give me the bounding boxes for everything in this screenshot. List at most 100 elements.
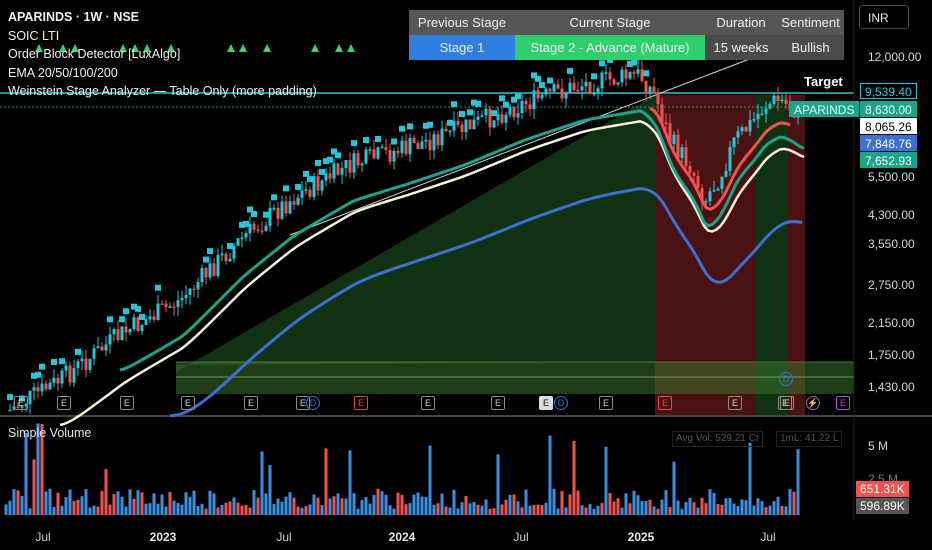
value-duration: 15 weeks: [705, 35, 777, 60]
order-block-triangle: [167, 44, 175, 52]
event-marker[interactable]: D: [306, 396, 320, 410]
price-candle: [176, 290, 180, 316]
volume-bar: [764, 507, 768, 515]
volume-bar: [636, 495, 640, 515]
event-marker[interactable]: E: [421, 396, 435, 410]
indicator-weinstein[interactable]: Weinstein Stage Analyzer — Table Only (m…: [8, 84, 317, 98]
price-candle: [780, 94, 784, 104]
volume-bar: [264, 493, 268, 515]
volume-bar: [556, 508, 560, 515]
price-candle: [632, 69, 636, 80]
price-candle: [540, 92, 544, 101]
indicator-order-block[interactable]: Order Block Detector [LuxAlgo]: [8, 47, 181, 61]
price-candle: [456, 111, 460, 128]
indicator-ema[interactable]: EMA 20/50/100/200: [8, 65, 118, 80]
price-candle: [284, 195, 288, 217]
price-candle: [708, 187, 712, 206]
volume-bar: [444, 506, 448, 515]
event-marker[interactable]: E: [780, 396, 794, 410]
volume-bar: [60, 505, 64, 515]
price-candle: [508, 104, 512, 118]
price-candle: [488, 105, 492, 137]
volume-bar: [652, 506, 656, 515]
price-candle: [396, 146, 400, 158]
volume-bar: [396, 492, 400, 515]
event-marker[interactable]: E: [181, 396, 195, 410]
price-candle: [412, 135, 416, 144]
event-marker[interactable]: E: [244, 396, 258, 410]
signal-marker: [307, 176, 313, 183]
order-block-triangle: [71, 44, 79, 52]
event-marker[interactable]: D: [554, 396, 568, 410]
event-marker[interactable]: E: [539, 396, 553, 410]
price-candle: [636, 59, 640, 78]
price-candle: [744, 125, 748, 132]
price-candle: [664, 113, 668, 130]
event-marker[interactable]: E: [120, 396, 134, 410]
signal-marker: [35, 371, 41, 378]
event-marker[interactable]: E: [599, 396, 613, 410]
indicator-soic[interactable]: SOIC LTI: [8, 28, 60, 43]
symbol-line[interactable]: APARINDS · 1W · NSE: [8, 10, 140, 24]
volume-bar: [284, 496, 288, 515]
price-candle: [232, 243, 236, 263]
price-candle: [428, 131, 432, 160]
price-candle: [156, 294, 160, 321]
volume-bar: [92, 505, 96, 515]
signal-marker: [447, 119, 453, 126]
price-candle: [136, 315, 140, 333]
volume-bar: [288, 492, 292, 515]
event-marker[interactable]: E: [658, 396, 672, 410]
event-marker[interactable]: E: [57, 396, 71, 410]
price-candle: [776, 86, 780, 111]
volume-bar: [656, 508, 660, 515]
event-marker[interactable]: E: [14, 396, 28, 410]
volume-bar: [188, 497, 192, 515]
price-axis-label: 5,500.00: [868, 170, 915, 184]
price-candle: [112, 327, 116, 342]
volume-bar: [28, 508, 32, 515]
volume-bar: [164, 506, 168, 515]
event-marker[interactable]: ⚡: [806, 396, 820, 410]
price-candle: [76, 358, 80, 376]
volume-bar: [476, 504, 480, 515]
signal-marker: [535, 75, 541, 82]
price-candle: [172, 301, 176, 317]
price-candle: [440, 120, 444, 152]
event-marker[interactable]: E: [491, 396, 505, 410]
signal-marker: [75, 348, 81, 355]
volume-bar: [36, 423, 40, 515]
volume-bar: [696, 507, 700, 515]
price-candle: [36, 381, 40, 399]
ema-20-line: [649, 106, 791, 211]
price-candle: [88, 358, 92, 374]
event-marker[interactable]: E: [836, 396, 850, 410]
price-candle: [44, 380, 48, 391]
volume-bar: [784, 506, 788, 515]
price-candle: [552, 82, 556, 93]
volume-bar: [648, 499, 652, 515]
price-candle: [420, 135, 424, 150]
price-candle: [116, 320, 120, 343]
stage-zone-red-2: [787, 95, 805, 415]
volume-bar: [668, 507, 672, 515]
price-candle: [56, 373, 60, 392]
signal-marker: [423, 122, 429, 129]
currency-button[interactable]: INR: [859, 5, 909, 29]
order-block-triangle: [143, 44, 151, 52]
volume-bar: [564, 507, 568, 515]
volume-bar: [768, 505, 772, 515]
price-candle: [768, 101, 772, 110]
target-label: Target: [804, 74, 843, 89]
volume-bar: [352, 493, 356, 515]
price-candle: [408, 133, 412, 162]
price-candle: [356, 149, 360, 169]
event-marker[interactable]: E: [728, 396, 742, 410]
event-marker[interactable]: D: [779, 372, 793, 386]
price-candle: [80, 350, 84, 370]
event-marker[interactable]: E: [354, 396, 368, 410]
time-axis-label: Jul: [276, 530, 292, 544]
volume-bar: [592, 508, 596, 515]
volume-title[interactable]: Simple Volume: [8, 426, 92, 440]
